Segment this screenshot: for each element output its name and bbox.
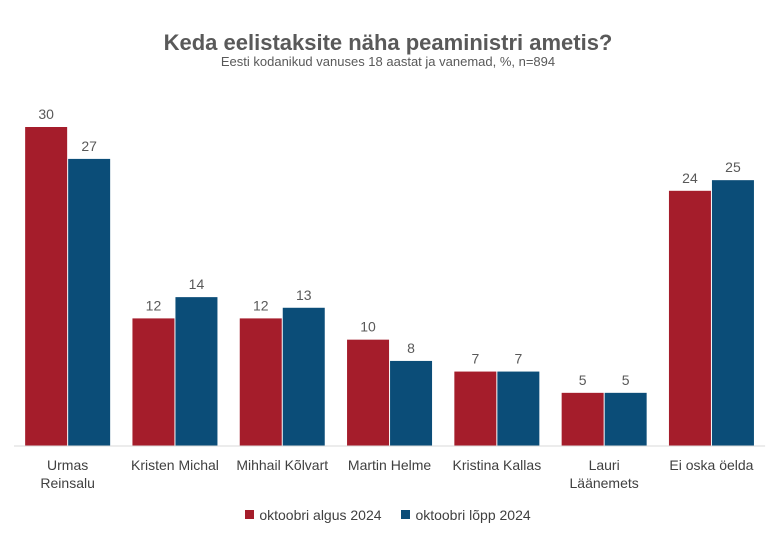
chart-title: Keda eelistaksite näha peaministri ameti…: [163, 30, 613, 55]
data-label-1-7: 24: [682, 170, 698, 186]
data-label-2-2: 14: [189, 276, 205, 292]
legend-swatch-series-1: [245, 510, 255, 519]
legend-item-series-2: oktoobri lõpp 2024: [401, 506, 531, 523]
bar-2-1: [68, 158, 111, 446]
data-label-2-5: 7: [514, 351, 522, 367]
legend: oktoobri algus 2024 oktoobri lõpp 2024: [0, 506, 776, 523]
data-label-2-6: 5: [622, 372, 630, 388]
data-label-2-4: 8: [407, 340, 415, 356]
category-label-6: Lauri Läänemets: [570, 457, 639, 491]
data-label-1-2: 12: [146, 297, 162, 313]
data-label-1-5: 7: [471, 351, 479, 367]
bar-1-4: [347, 339, 390, 446]
category-label-3: Mihhail Kõlvart: [236, 457, 328, 473]
bar-2-7: [711, 180, 754, 446]
category-label-5: Kristina Kallas: [452, 457, 541, 473]
legend-item-series-1: oktoobri algus 2024: [245, 506, 382, 523]
data-label-1-6: 5: [579, 372, 587, 388]
legend-label-series-1: oktoobri algus 2024: [259, 506, 382, 523]
bar-1-6: [561, 392, 604, 446]
data-label-2-7: 25: [725, 159, 741, 175]
bar-2-4: [390, 360, 433, 446]
legend-swatch-series-2: [401, 510, 411, 519]
legend-label-series-2: oktoobri lõpp 2024: [415, 506, 531, 523]
bar-1-3: [239, 318, 282, 446]
bar-2-5: [497, 371, 540, 446]
bar-2-2: [175, 297, 218, 446]
data-label-2-1: 27: [81, 138, 97, 154]
bar-1-7: [668, 190, 711, 446]
bar-1-1: [25, 127, 68, 446]
data-label-1-4: 10: [360, 319, 376, 335]
category-label-2: Kristen Michal: [131, 457, 219, 473]
category-label-1: Urmas Reinsalu: [40, 457, 94, 491]
category-label-4: Martin Helme: [348, 457, 431, 473]
bar-1-5: [454, 371, 497, 446]
bar-2-6: [604, 392, 647, 446]
bar-2-3: [282, 307, 325, 446]
bar-1-2: [132, 318, 175, 446]
category-label-7: Ei oska öelda: [669, 457, 753, 473]
data-label-1-1: 30: [38, 106, 54, 122]
data-label-1-3: 12: [253, 297, 269, 313]
data-label-2-3: 13: [296, 287, 312, 303]
chart-subtitle: Eesti kodanikud vanuses 18 aastat ja van…: [220, 54, 556, 69]
